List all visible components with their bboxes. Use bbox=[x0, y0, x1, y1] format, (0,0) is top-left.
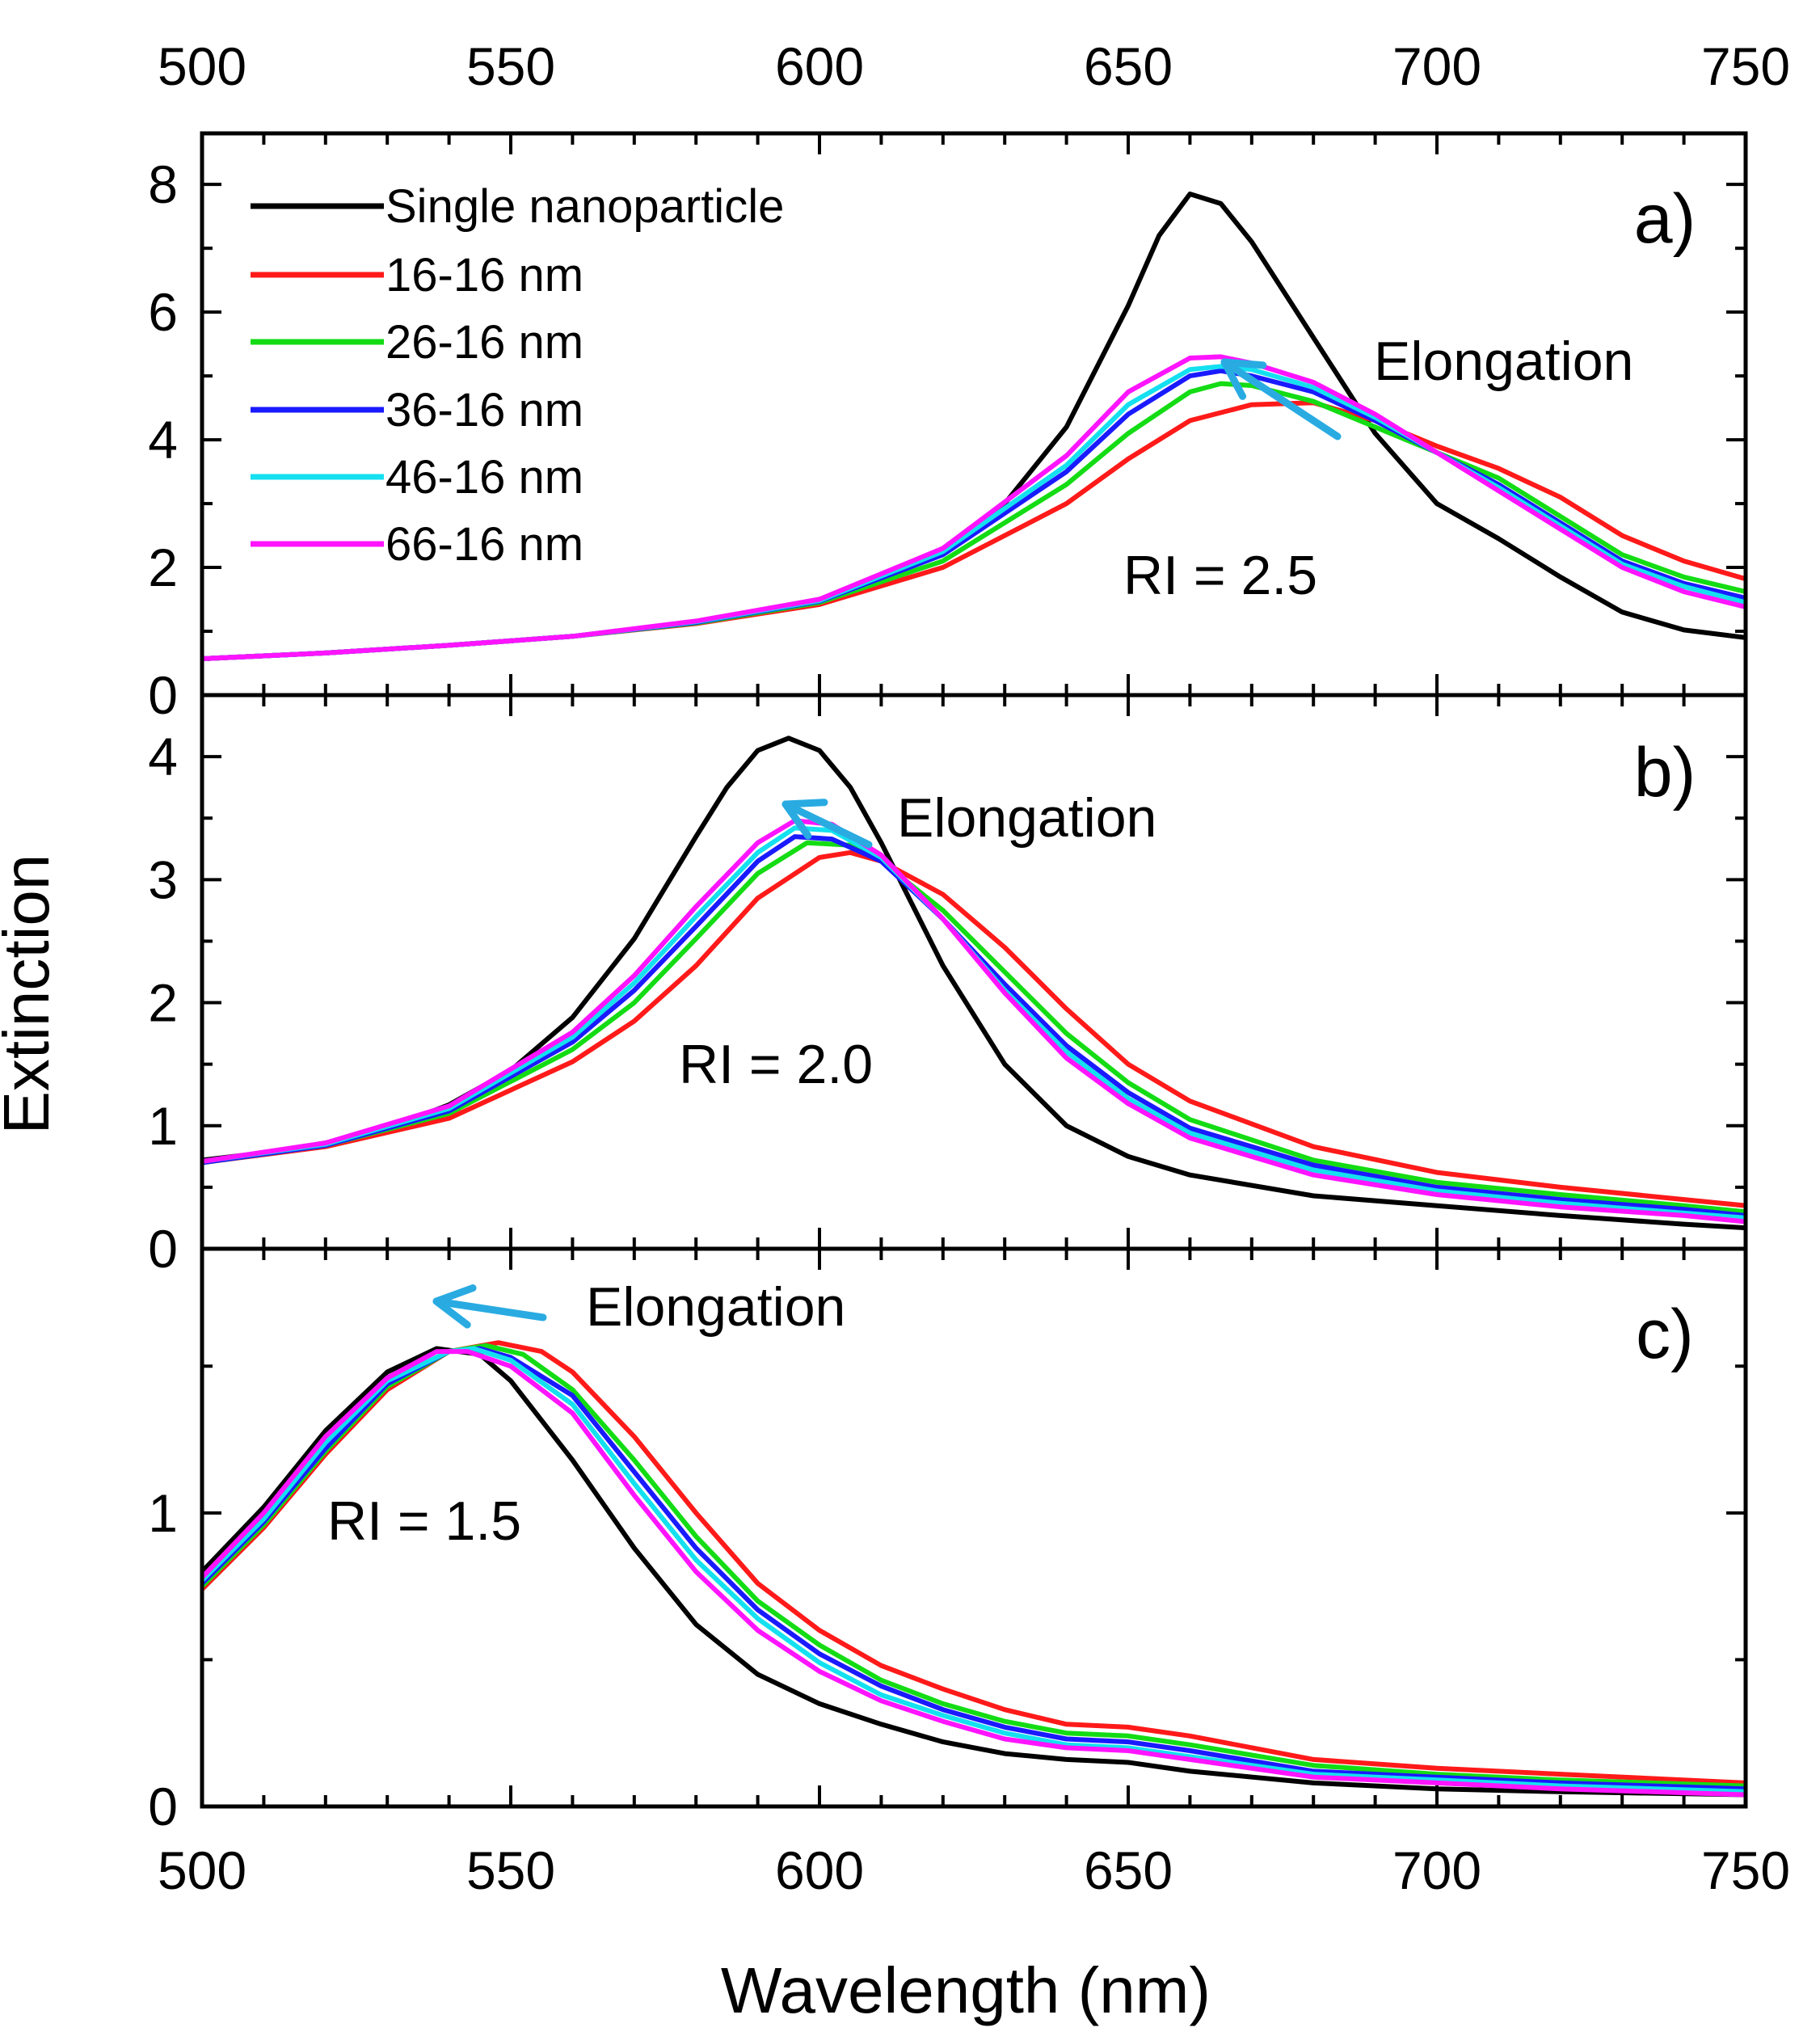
x-tick-label-750: 750 bbox=[1701, 1840, 1790, 1900]
x-tick-label-top-750: 750 bbox=[1701, 36, 1790, 96]
x-tick-label-650: 650 bbox=[1084, 1840, 1173, 1900]
series-line-b-4 bbox=[201, 834, 1746, 1218]
series-line-b-5 bbox=[201, 825, 1746, 1220]
series-line-b-6 bbox=[201, 818, 1746, 1225]
elongation-label-b: Elongation bbox=[897, 787, 1156, 849]
x-tick-label-500: 500 bbox=[158, 1840, 246, 1900]
series-line-b-2 bbox=[201, 849, 1746, 1208]
elongation-arrow-c bbox=[432, 1297, 547, 1322]
panel-a: 0 2 4 6 8 a) RI = 2.5 Elongation bbox=[148, 131, 1748, 725]
series-line-c-6 bbox=[200, 1349, 1746, 1798]
y-tick-label-b-1: 1 bbox=[148, 1096, 178, 1156]
ri-annotation-b: RI = 2.0 bbox=[679, 1034, 873, 1095]
y-tick-label-a-2: 2 bbox=[148, 537, 178, 597]
legend-label-5: 46-16 nm bbox=[385, 451, 583, 504]
series-line-b-3 bbox=[201, 840, 1746, 1215]
y-tick-label-b-4: 4 bbox=[148, 727, 178, 786]
legend-label-1: Single nanoparticle bbox=[385, 180, 784, 233]
panel-frame-b bbox=[200, 693, 1748, 1251]
series-line-a-6 bbox=[201, 354, 1746, 661]
x-axis-title: Wavelength (nm) bbox=[721, 1954, 1211, 2026]
y-tick-label-a-8: 8 bbox=[148, 154, 178, 214]
x-tick-label-700: 700 bbox=[1392, 1840, 1481, 1900]
x-tick-label-550: 550 bbox=[466, 1840, 555, 1900]
elongation-arrowhead-c bbox=[432, 1284, 477, 1329]
panel-b: 0 1 2 3 4 b) RI = 2.0 Elongation bbox=[148, 693, 1748, 1279]
y-tick-label-b-2: 2 bbox=[148, 973, 178, 1033]
ri-annotation-a: RI = 2.5 bbox=[1123, 545, 1317, 606]
x-tick-label-top-600: 600 bbox=[775, 36, 864, 96]
legend-label-4: 36-16 nm bbox=[385, 384, 583, 436]
panel-frame-c bbox=[200, 1246, 1748, 1809]
legend: Single nanoparticle 16-16 nm 26-16 nm 36-16… bbox=[251, 180, 784, 571]
panel-label-c: c) bbox=[1636, 1296, 1694, 1373]
y-tick-label-b-0: 0 bbox=[148, 1219, 178, 1279]
legend-label-6: 66-16 nm bbox=[385, 518, 583, 571]
y-axis-title: Extinction bbox=[0, 854, 62, 1135]
y-tick-label-a-4: 4 bbox=[148, 410, 178, 470]
elongation-arrow-b bbox=[782, 800, 873, 849]
elongation-label-a: Elongation bbox=[1374, 331, 1633, 392]
panel-label-a: a) bbox=[1634, 180, 1696, 258]
series-line-c-5 bbox=[200, 1346, 1746, 1794]
ri-annotation-c: RI = 1.5 bbox=[327, 1490, 521, 1552]
panel-c: 0 1 c) RI = 1.5 Elongation bbox=[148, 1246, 1748, 1836]
panel-label-b: b) bbox=[1634, 734, 1696, 811]
x-tick-label-top-550: 550 bbox=[466, 36, 555, 96]
y-tick-label-a-0: 0 bbox=[148, 665, 178, 725]
x-tick-label-top-650: 650 bbox=[1084, 36, 1173, 96]
elongation-arrowhead-a bbox=[1220, 358, 1267, 400]
y-tick-label-b-3: 3 bbox=[148, 849, 178, 909]
y-tick-label-c-0: 0 bbox=[148, 1777, 178, 1836]
elongation-arrowhead-b bbox=[782, 799, 828, 840]
y-tick-label-c-1: 1 bbox=[148, 1483, 178, 1543]
elongation-arrow-a bbox=[1220, 358, 1342, 441]
y-tick-label-a-6: 6 bbox=[148, 282, 178, 342]
x-tick-label-top-500: 500 bbox=[158, 36, 246, 96]
series-line-c-1 bbox=[200, 1346, 1746, 1798]
elongation-label-c: Elongation bbox=[586, 1276, 845, 1338]
x-tick-label-600: 600 bbox=[775, 1840, 864, 1900]
x-tick-label-top-700: 700 bbox=[1392, 36, 1481, 96]
legend-label-2: 16-16 nm bbox=[385, 249, 583, 301]
legend-label-3: 26-16 nm bbox=[385, 316, 583, 369]
